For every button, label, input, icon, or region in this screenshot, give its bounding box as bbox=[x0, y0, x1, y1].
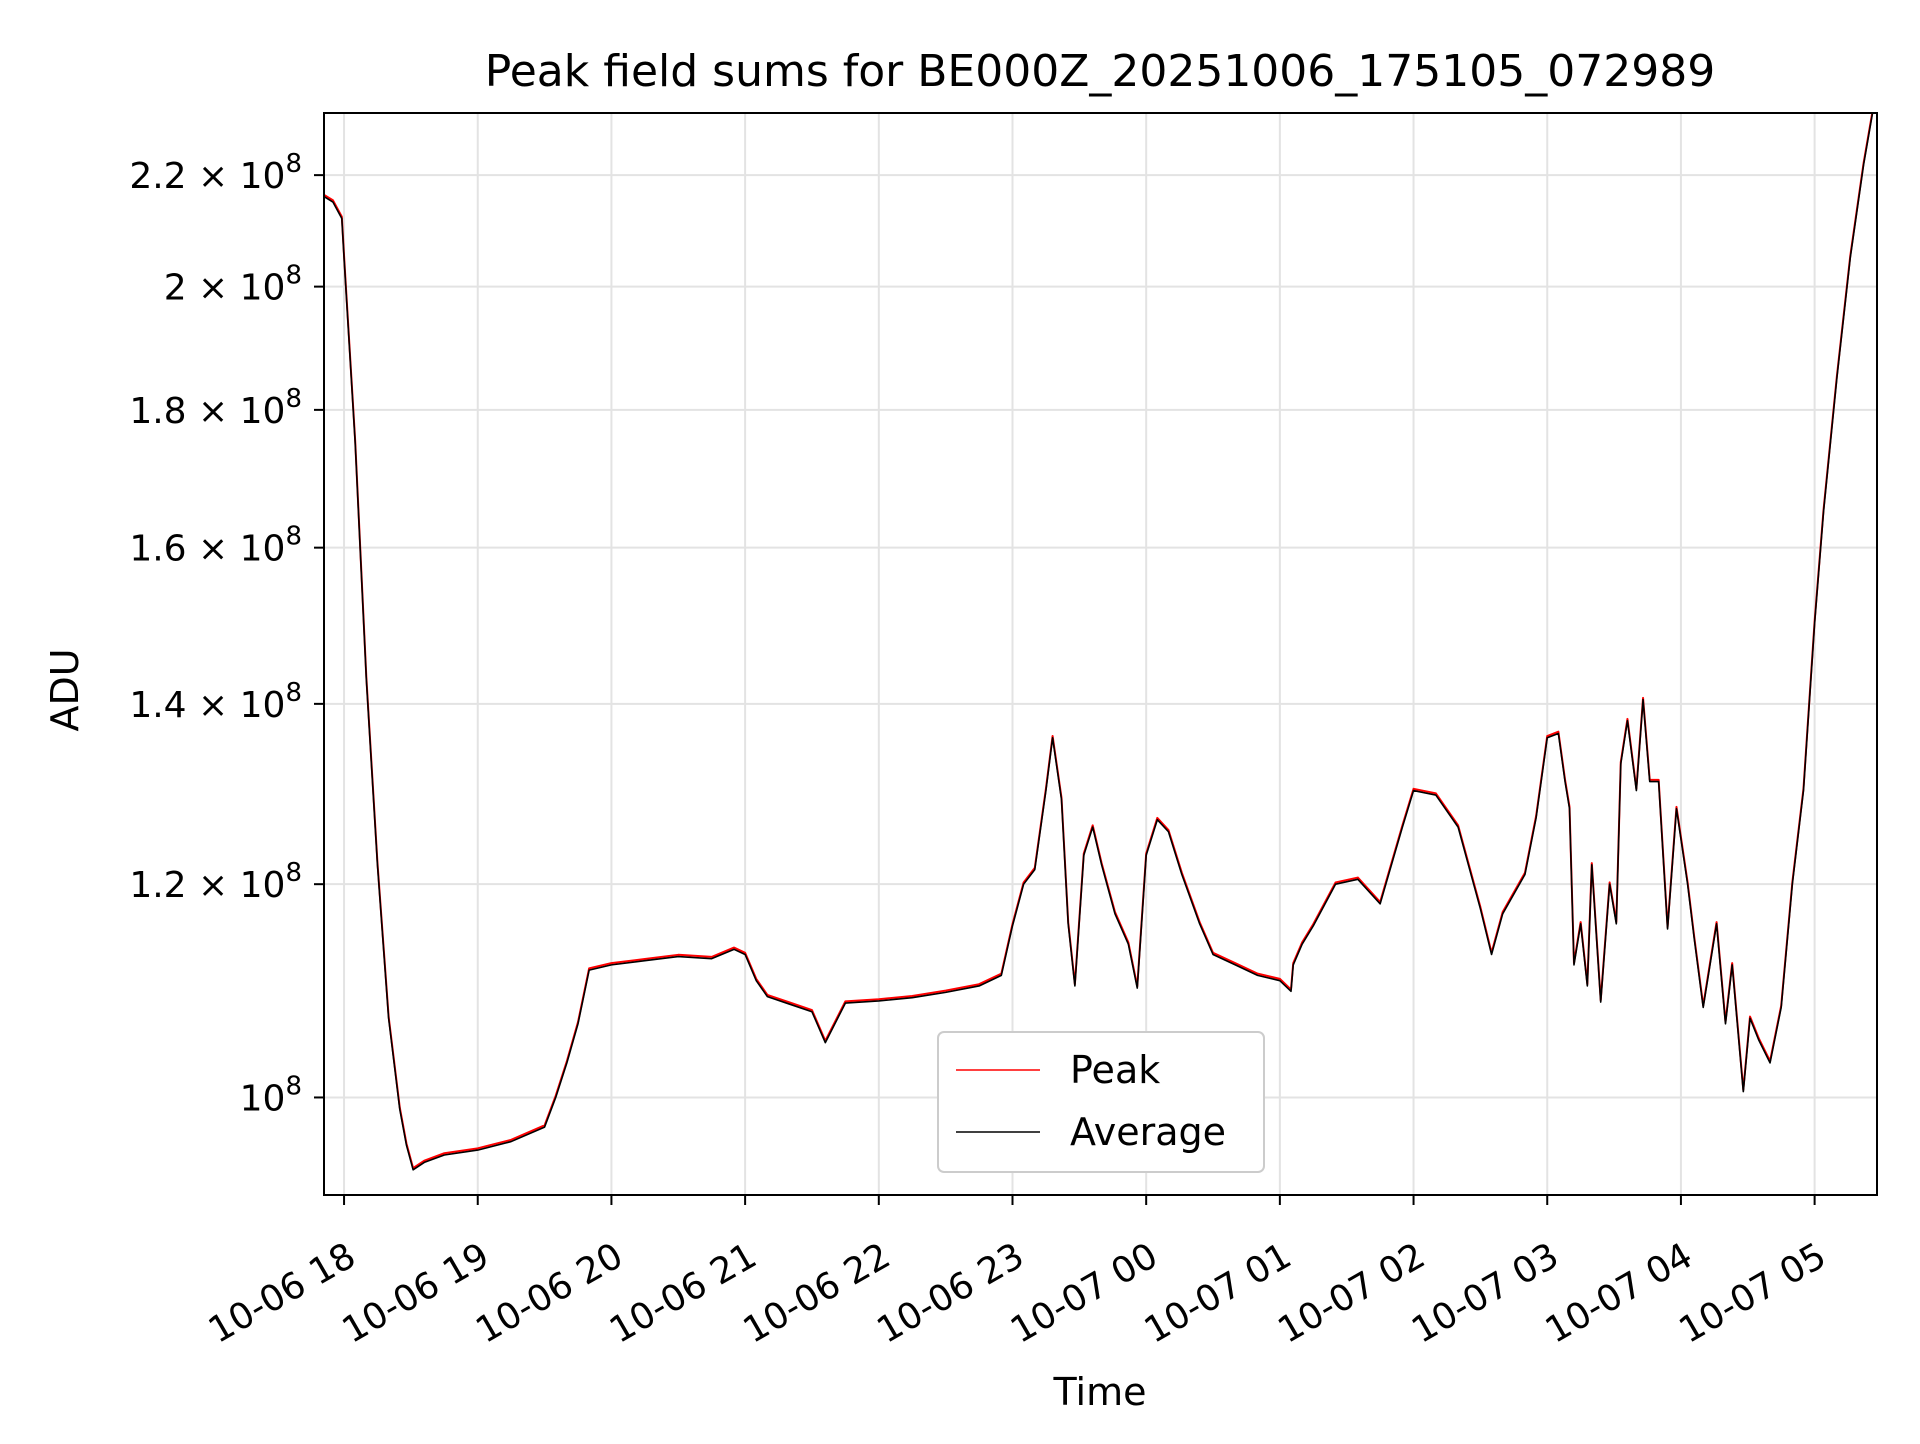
x-tick-label: 10-06 22 bbox=[737, 1235, 898, 1351]
series-line-peak bbox=[324, 113, 1874, 1170]
series-line-average bbox=[324, 113, 1874, 1171]
y-tick-label: 1.2 × 108 bbox=[129, 858, 302, 906]
legend: Peak Average bbox=[937, 1031, 1265, 1173]
y-tick-label: 1.4 × 108 bbox=[129, 678, 302, 726]
x-tick-label: 10-07 03 bbox=[1405, 1235, 1566, 1351]
y-tick-label: 2.2 × 108 bbox=[129, 149, 302, 197]
y-tick-label: 1.6 × 108 bbox=[129, 522, 302, 570]
x-tick-label: 10-07 05 bbox=[1672, 1235, 1833, 1351]
x-tick-label: 10-07 01 bbox=[1138, 1235, 1299, 1351]
x-axis-label: Time bbox=[1053, 1370, 1147, 1414]
x-tick-label: 10-06 21 bbox=[603, 1235, 764, 1351]
legend-label-average: Average bbox=[1070, 1110, 1226, 1154]
x-tick-label: 10-07 00 bbox=[1004, 1235, 1165, 1351]
y-tick-label: 2 × 108 bbox=[164, 261, 302, 309]
x-tick-label: 10-06 19 bbox=[336, 1235, 497, 1351]
plot-area-frame bbox=[323, 112, 1878, 1196]
x-tick-label: 10-06 20 bbox=[469, 1235, 630, 1351]
legend-box bbox=[937, 1031, 1265, 1173]
y-axis: 108 1.2 × 108 1.4 × 108 1.6 × 108 1.8 × 108 2… bbox=[129, 149, 324, 1119]
x-tick-label: 10-06 23 bbox=[870, 1235, 1031, 1351]
x-tick-label: 10-06 18 bbox=[202, 1235, 363, 1351]
y-tick-label: 108 bbox=[240, 1071, 302, 1119]
y-axis-label: ADU bbox=[43, 648, 87, 731]
legend-label-peak: Peak bbox=[1070, 1048, 1160, 1092]
y-tick-label: 1.8 × 108 bbox=[129, 384, 302, 432]
series-layer bbox=[324, 113, 1874, 1171]
x-tick-label: 10-07 02 bbox=[1271, 1235, 1432, 1351]
chart-title: Peak field sums for BE000Z_20251006_1751… bbox=[485, 46, 1715, 97]
x-tick-label: 10-07 04 bbox=[1539, 1235, 1700, 1351]
